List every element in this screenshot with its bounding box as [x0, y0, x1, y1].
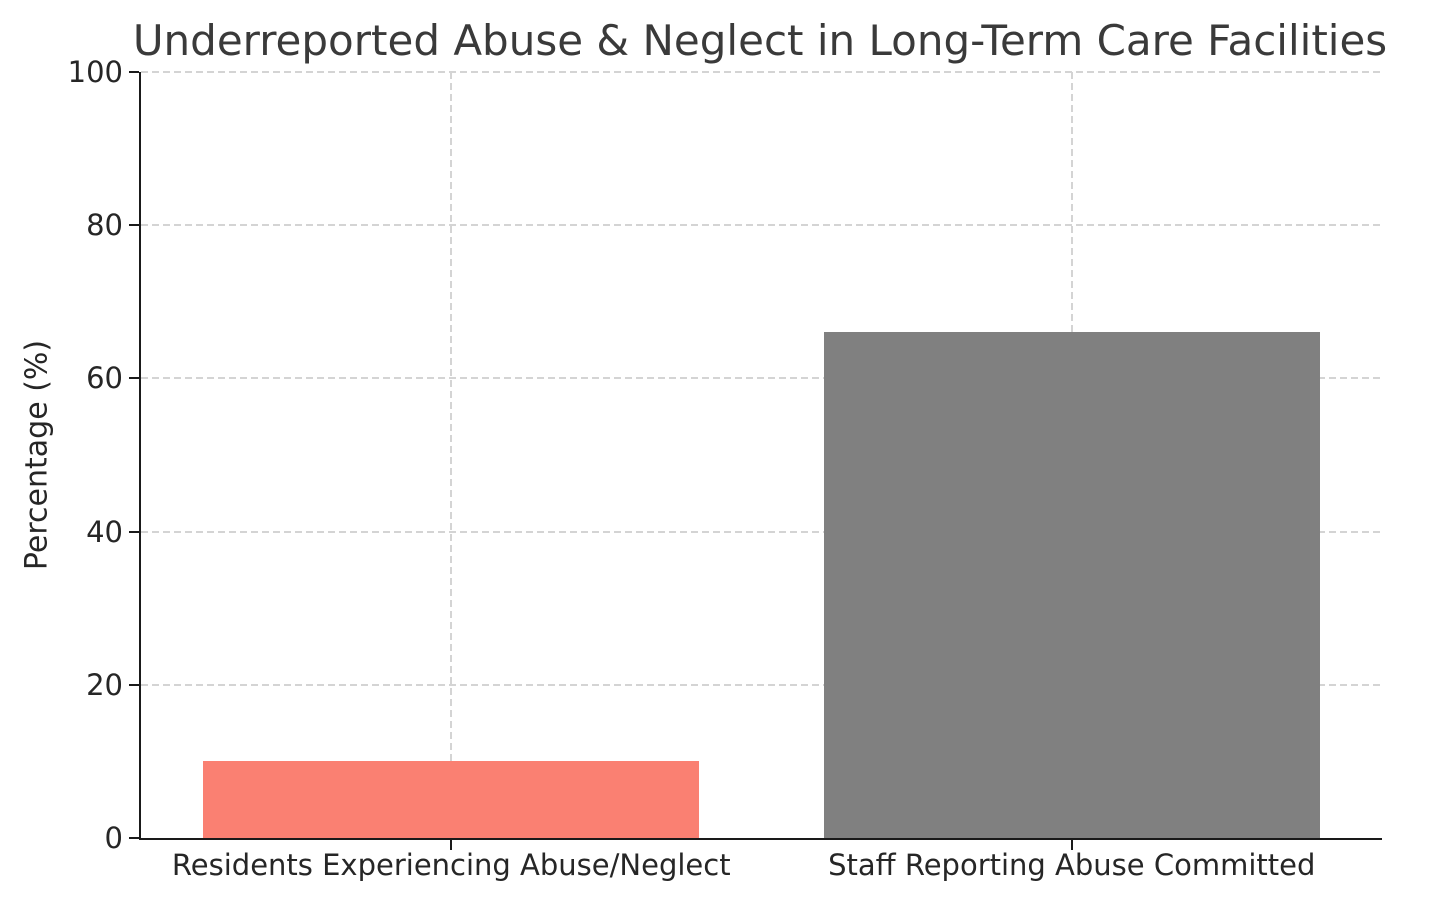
x-tick-label: Staff Reporting Abuse Committed [828, 848, 1316, 882]
gridline-x-0 [450, 72, 453, 838]
y-axis-label: Percentage (%) [19, 339, 55, 571]
gridline-y-80 [141, 224, 1382, 227]
bar-0 [203, 761, 700, 838]
gridline-y-40 [141, 530, 1382, 533]
gridline-y-20 [141, 683, 1382, 686]
y-tick-label: 20 [86, 667, 123, 702]
x-tick-mark-0 [450, 840, 453, 850]
y-tick-mark-20 [129, 683, 139, 686]
y-tick-label: 40 [86, 514, 123, 549]
x-tick-label: Residents Experiencing Abuse/Neglect [171, 848, 731, 882]
y-tick-label: 0 [104, 821, 123, 855]
y-tick-label: 80 [86, 208, 123, 243]
plot-area: 0 20 40 60 80 100 Residents Experiencing Abuse… [68, 55, 1382, 882]
y-tick-mark-40 [129, 530, 139, 533]
chart-title: Underreported Abuse & Neglect in Long-Te… [132, 16, 1388, 65]
y-tick-label: 100 [67, 55, 123, 89]
gridline-y-60 [141, 377, 1382, 380]
bar-1 [823, 332, 1320, 838]
y-tick-mark-80 [129, 224, 139, 227]
y-tick-mark-0 [129, 837, 139, 839]
y-tick-mark-100 [129, 71, 139, 73]
y-tick-label: 60 [86, 361, 123, 396]
x-tick-mark-1 [1070, 840, 1073, 850]
gridline-y-100 [141, 71, 1382, 73]
y-tick-mark-60 [129, 377, 139, 380]
